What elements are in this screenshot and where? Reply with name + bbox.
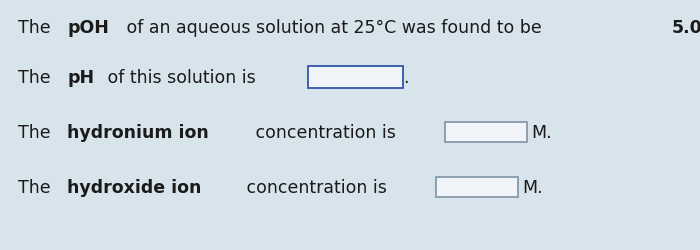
Text: The: The [18,124,56,142]
Text: The: The [18,19,56,37]
Text: M.: M. [522,178,543,196]
Text: pOH: pOH [67,19,109,37]
Text: concentration is: concentration is [250,124,402,142]
Text: hydronium ion: hydronium ion [67,124,209,142]
Text: of this solution is: of this solution is [102,69,261,87]
Text: hydroxide ion: hydroxide ion [67,178,202,196]
FancyBboxPatch shape [308,67,402,89]
Text: concentration is: concentration is [241,178,392,196]
Text: .: . [402,69,408,87]
Text: 5.00: 5.00 [671,19,700,37]
FancyBboxPatch shape [436,177,518,197]
Text: M.: M. [531,124,552,142]
Text: of an aqueous solution at 25°C was found to be: of an aqueous solution at 25°C was found… [121,19,547,37]
FancyBboxPatch shape [445,122,527,142]
Text: pH: pH [67,69,94,87]
Text: The: The [18,178,56,196]
Text: The: The [18,69,56,87]
